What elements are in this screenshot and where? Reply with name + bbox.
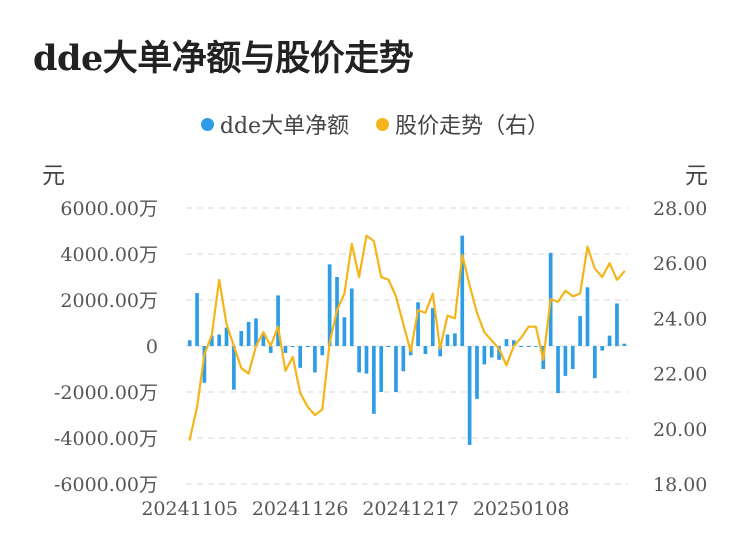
dde-bar — [578, 316, 582, 346]
left-tick-label: -2000.00万 — [54, 382, 158, 404]
dde-bar — [327, 264, 332, 346]
dde-bar — [357, 346, 361, 373]
dde-bar — [622, 343, 627, 346]
dde-bar — [570, 346, 575, 369]
dde-bar — [600, 346, 605, 351]
dde-bar — [482, 346, 487, 365]
right-tick-label: 24.00 — [653, 308, 707, 330]
left-tick-label: 4000.00万 — [60, 244, 158, 266]
dde-bar — [401, 346, 406, 372]
dde-bar — [534, 346, 538, 347]
x-tick-label: 20241126 — [252, 498, 349, 520]
left-tick-label: 6000.00万 — [60, 198, 158, 220]
right-tick-label: 22.00 — [653, 364, 707, 386]
x-tick-label: 20241105 — [141, 498, 238, 520]
price-line-series — [188, 234, 626, 441]
dde-bar — [283, 346, 288, 353]
dde-bar — [379, 346, 384, 392]
dde-bar — [209, 335, 214, 346]
x-tick-label: 20241217 — [362, 498, 459, 520]
x-tick-label: 20250108 — [473, 498, 570, 520]
dde-bar — [342, 317, 347, 346]
dde-bar — [511, 340, 516, 346]
chart-title: dde大单净额与股价走势 — [33, 38, 414, 79]
legend-item-price[interactable]: 股价走势（右） — [376, 108, 549, 140]
left-tick-label: 2000.00万 — [60, 290, 158, 312]
right-tick-label: 18.00 — [653, 474, 707, 496]
dde-bar — [386, 346, 391, 347]
dde-bar — [394, 346, 398, 392]
dde-bar — [290, 346, 295, 347]
dde-bar — [298, 346, 303, 368]
left-tick-label: -4000.00万 — [54, 428, 158, 450]
dde-bar — [585, 287, 590, 346]
dde-bar — [526, 346, 531, 347]
dde-bar — [195, 293, 199, 346]
legend-label-dde: dde大单净额 — [219, 114, 350, 139]
legend-dot-icon-dde — [200, 117, 214, 131]
dde-bar — [364, 346, 369, 374]
dde-bar — [261, 334, 266, 346]
dde-bar — [460, 235, 465, 346]
dde-bar — [239, 331, 244, 346]
dde-bar — [563, 346, 568, 376]
grid-lines — [186, 207, 628, 485]
dde-bar — [276, 295, 280, 346]
dde-bar — [615, 303, 619, 346]
dde-bar — [217, 334, 221, 346]
dde-bar — [475, 346, 479, 399]
dde-bar — [320, 346, 325, 356]
dde-bar — [305, 346, 310, 347]
dde-bar — [246, 321, 251, 346]
left-tick-label: -6000.00万 — [54, 474, 158, 496]
legend: dde大单净额 股价走势（右） — [0, 108, 750, 140]
dde-bar — [438, 346, 442, 357]
dde-bar — [224, 327, 229, 346]
dde-bar — [232, 346, 236, 390]
dde-bar — [187, 340, 192, 346]
dde-bar — [519, 346, 524, 347]
dde-bar — [467, 346, 472, 445]
left-tick-label: 0 — [146, 336, 158, 358]
right-axis-ticks: 28.00 26.00 24.00 22.00 20.00 18.00 — [653, 198, 707, 496]
dde-bar — [202, 346, 207, 383]
dde-bar — [349, 288, 354, 346]
dde-bar — [504, 339, 509, 346]
left-axis-unit: 元 — [42, 163, 65, 189]
dde-bar — [593, 346, 597, 379]
legend-label-price: 股价走势（右） — [395, 114, 550, 139]
dde-bar — [313, 346, 317, 373]
dde-bar — [445, 334, 450, 346]
dde-bar-series — [187, 235, 627, 445]
dde-bar — [453, 333, 457, 346]
right-tick-label: 20.00 — [653, 419, 707, 441]
price-line — [188, 234, 626, 441]
dde-bar — [254, 318, 258, 346]
dde-bar — [372, 346, 376, 414]
dde-bar — [497, 346, 501, 360]
x-axis-ticks: 20241105 20241126 20241217 20250108 — [141, 498, 569, 520]
right-tick-label: 26.00 — [653, 253, 707, 275]
dde-bar — [423, 346, 428, 355]
legend-dot-icon-price — [376, 117, 390, 131]
dde-bar — [416, 302, 420, 346]
dde-bar — [430, 308, 435, 346]
dde-bar — [607, 335, 612, 346]
left-axis-ticks: 6000.00万 4000.00万 2000.00万 0 -2000.00万 -4000.… — [54, 198, 158, 496]
right-tick-label: 28.00 — [653, 198, 707, 220]
legend-item-dde[interactable]: dde大单净额 — [200, 108, 350, 140]
dde-bar — [489, 346, 494, 358]
right-axis-unit: 元 — [685, 163, 708, 189]
dde-bar — [268, 346, 273, 353]
dde-bar — [556, 346, 560, 394]
